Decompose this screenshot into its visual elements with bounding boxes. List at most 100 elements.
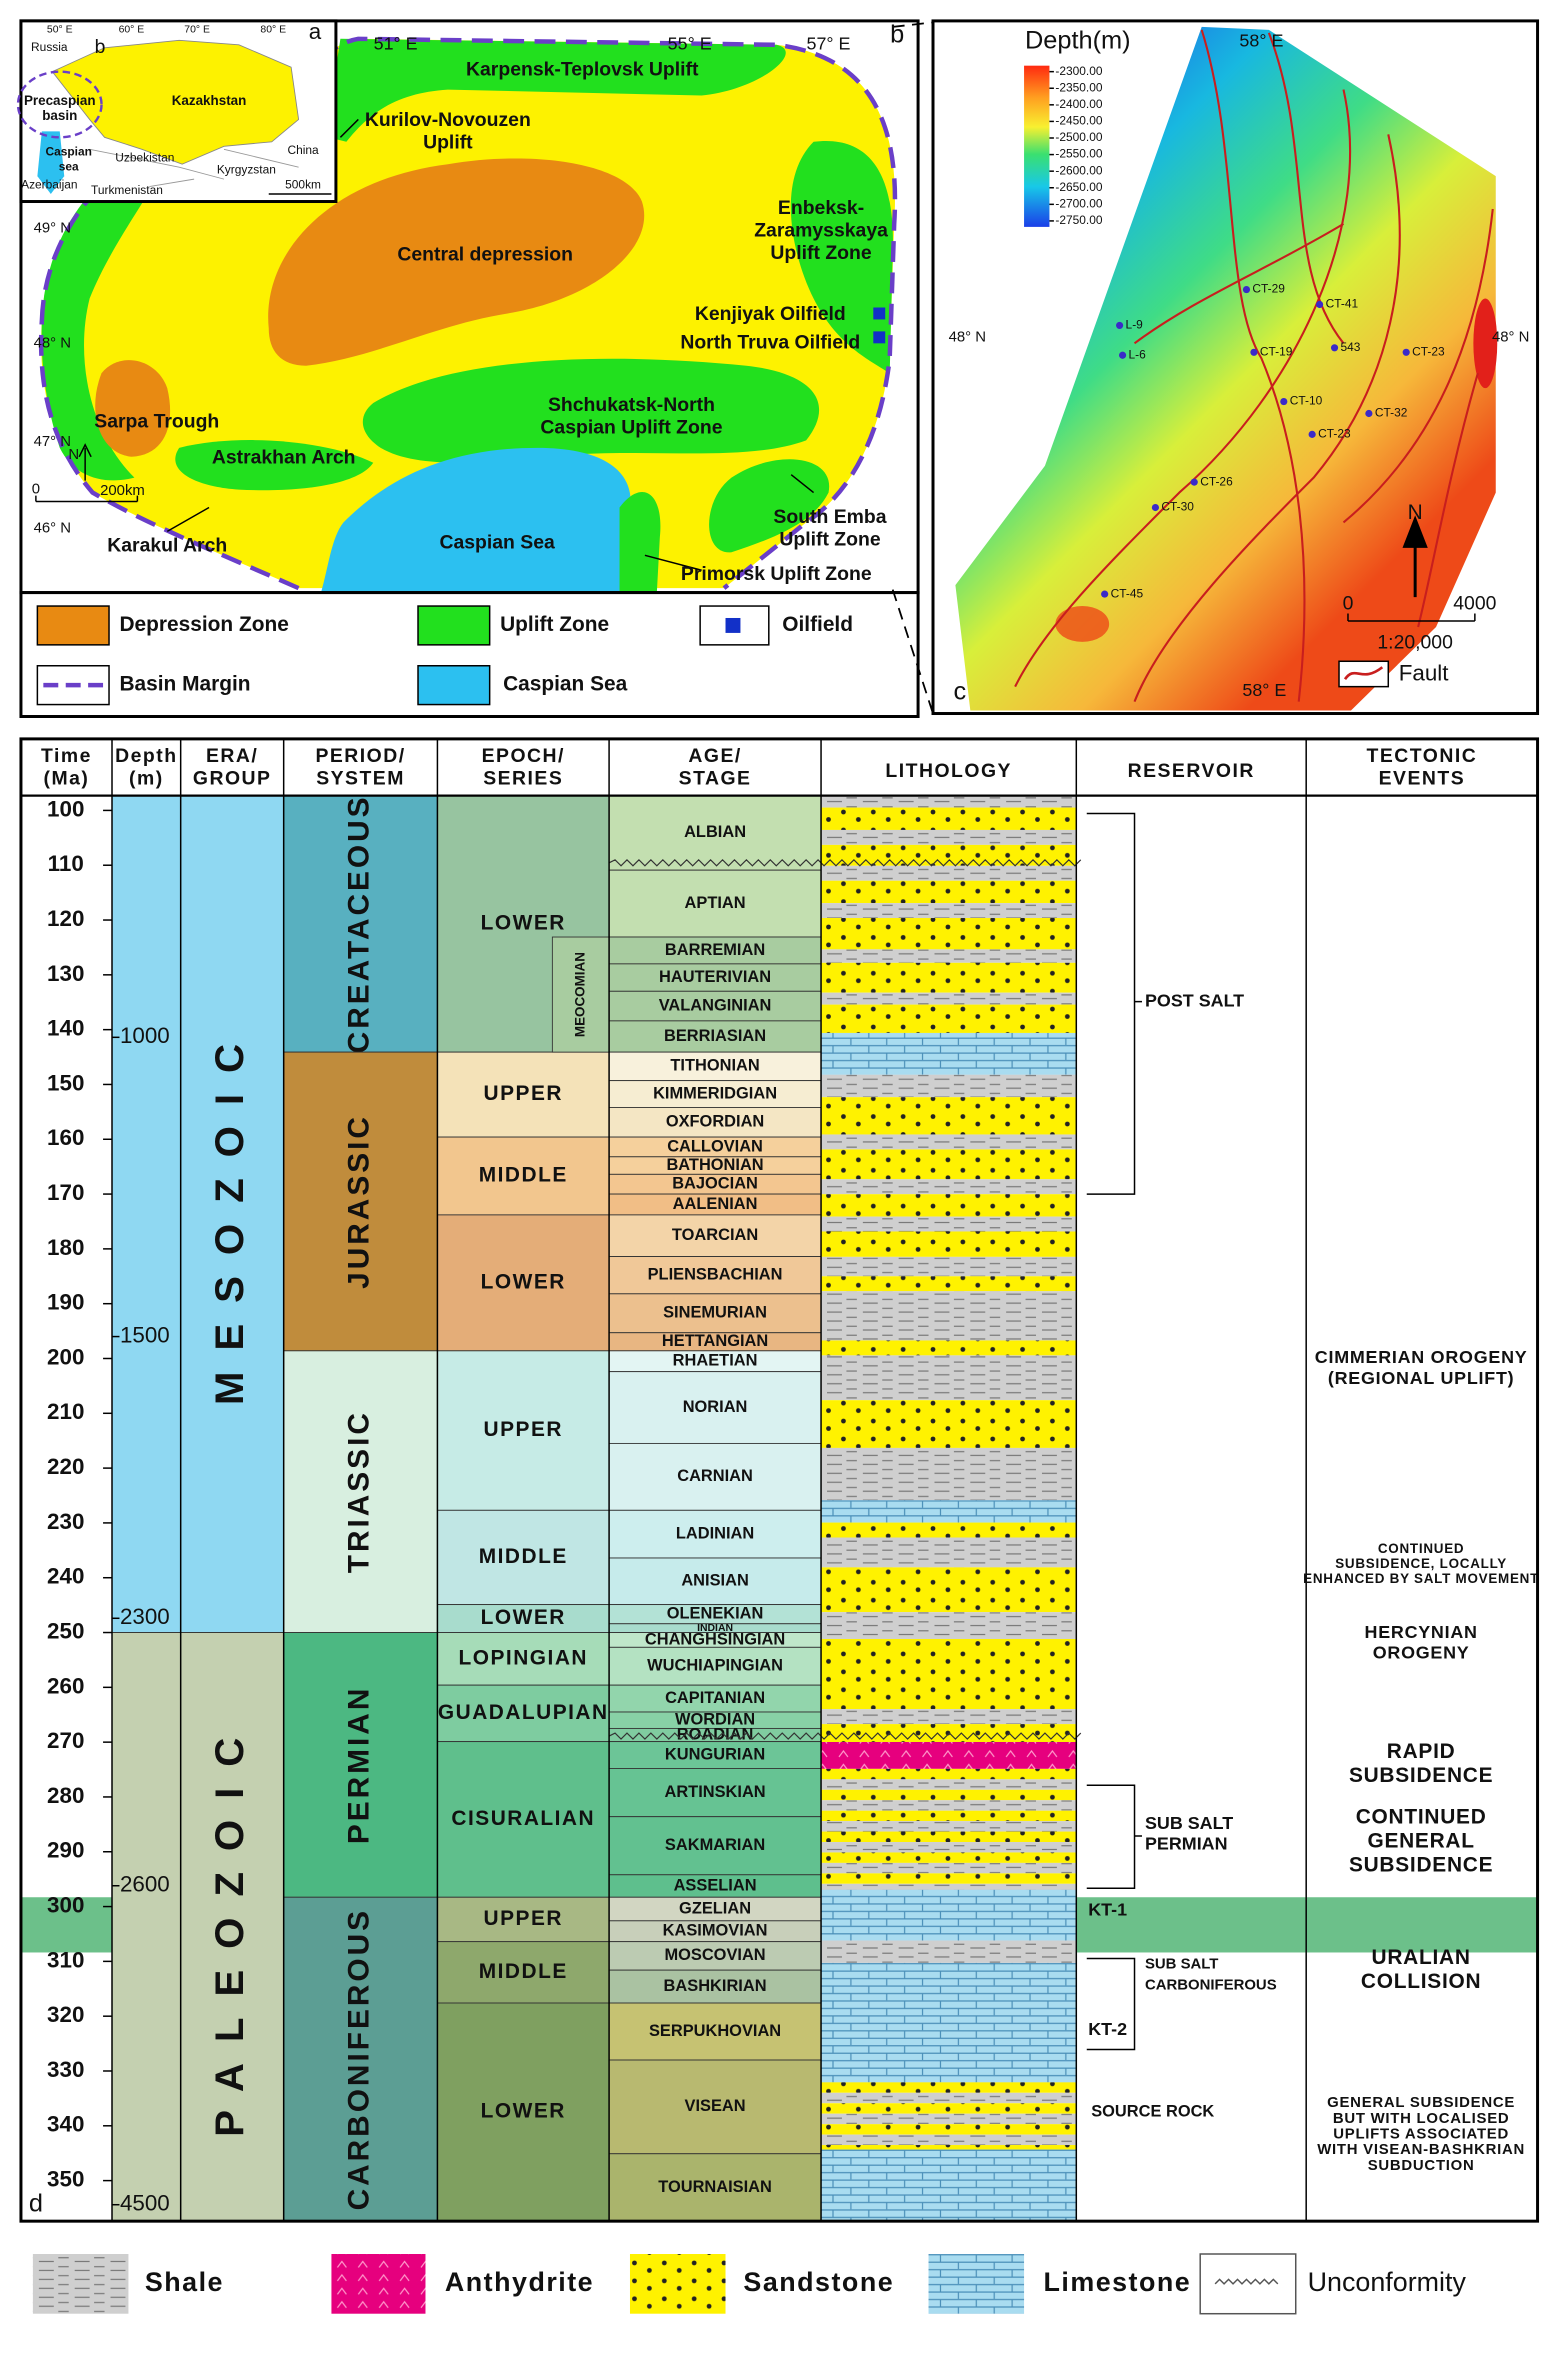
lithology	[821, 1567, 1077, 1613]
tectonic-label: CONTINUED	[1356, 1806, 1487, 1829]
epoch-label: UPPER	[484, 1907, 563, 1930]
frame	[931, 19, 1540, 716]
stage-label: ARTINSKIAN	[664, 1783, 765, 1801]
time-label: 170	[47, 1180, 84, 1205]
time-label: 110	[48, 851, 84, 876]
period-label: PERMIAN	[342, 1686, 375, 1845]
tectonic-label: GENERAL SUBSIDENCE	[1327, 2094, 1515, 2111]
epoch-label: GUADALUPIAN	[438, 1701, 609, 1724]
stage	[608, 1080, 822, 1108]
epoch-label: MIDDLE	[479, 1163, 568, 1186]
lithology	[821, 2134, 1077, 2146]
lithology	[821, 949, 1077, 963]
depression-zone	[95, 360, 171, 457]
header: GROUP	[193, 767, 272, 789]
stage	[608, 2153, 822, 2222]
lithology	[821, 2092, 1077, 2104]
stage-label: PLIENSBACHIAN	[648, 1266, 783, 1284]
reservoir-label: SOURCE ROCK	[1091, 2103, 1214, 2121]
epoch	[436, 1214, 610, 1352]
lithology	[821, 1340, 1077, 1356]
lithology	[821, 1889, 1077, 1941]
borders	[89, 148, 299, 188]
place-label: Uzbekistan	[115, 150, 174, 164]
time-label: 330	[47, 2057, 84, 2082]
lithology	[821, 1231, 1077, 1257]
uplift-zone	[41, 141, 167, 481]
era-label: PALEOZOIC	[207, 1717, 252, 2137]
lithology	[821, 1194, 1077, 1217]
time-label: 130	[47, 961, 84, 986]
stage-label: VALANGINIAN	[659, 996, 772, 1014]
tectonic-label: SUBSIDENCE	[1349, 1764, 1493, 1787]
tectonic-label: (REGIONAL UPLIFT)	[1328, 1368, 1514, 1388]
well	[1308, 430, 1316, 438]
stage-label: WORDIAN	[675, 1711, 755, 1729]
stage	[608, 1941, 822, 1971]
colorbar-label: -2650.00	[1055, 180, 1102, 194]
stage-label: TITHONIAN	[670, 1057, 759, 1075]
colorbar-label: -2500.00	[1055, 130, 1102, 144]
lithology	[821, 1810, 1077, 1822]
frame	[19, 737, 1540, 2223]
well	[1330, 344, 1339, 352]
region-label: Zaramysskaya	[754, 219, 888, 241]
stage	[608, 795, 822, 871]
region-label: Uplift	[423, 131, 473, 153]
legend-label: Oilfield	[782, 613, 853, 636]
lithology	[821, 1032, 1077, 1075]
depth-label: 2600	[120, 1872, 170, 1897]
sea-label: sea	[59, 159, 79, 173]
region-label: Kenjiyak Oilfield	[695, 303, 846, 325]
legend-label: Shale	[145, 2267, 224, 2297]
well	[1118, 351, 1127, 359]
lithology	[821, 1256, 1077, 1277]
stage	[608, 1509, 822, 1559]
leader-lines	[166, 118, 815, 571]
lithology	[821, 1831, 1077, 1843]
well-label: CT-19	[1260, 344, 1293, 358]
connector	[891, 21, 934, 714]
basin-label: basin	[42, 108, 77, 123]
caspian	[37, 131, 65, 195]
region-label: North Truva Oilfield	[680, 331, 860, 353]
well-label: CT-29	[1252, 282, 1285, 296]
tectonic-label: SUBSIDENCE	[1349, 1853, 1493, 1876]
region-label: Caspian Sea	[439, 531, 555, 553]
stage-label: SINEMURIAN	[663, 1304, 767, 1322]
map-c	[933, 20, 1538, 714]
lithology	[821, 1821, 1077, 1832]
time-label: 190	[47, 1290, 84, 1315]
colorbar-label: -2700.00	[1055, 196, 1102, 210]
epoch	[436, 1509, 610, 1606]
stage	[608, 1684, 822, 1713]
stage-label: TOURNAISIAN	[658, 2178, 772, 2196]
well	[1280, 397, 1288, 406]
uplift-zone	[709, 459, 830, 553]
stage-label: BATHONIAN	[666, 1156, 763, 1174]
lithology	[821, 1179, 1077, 1195]
oilfield	[873, 331, 886, 344]
stage	[608, 1741, 822, 1769]
scale-label: 0	[32, 481, 40, 498]
uplift-zone	[328, 38, 786, 142]
stage-label: CHANGHSINGIAN	[645, 1630, 785, 1648]
reservoir-label: KT-1	[1088, 1899, 1127, 1919]
colorbar-title: Depth(m)	[1025, 26, 1131, 54]
north-arrow	[1402, 515, 1428, 598]
time-label: 250	[47, 1618, 84, 1643]
legend-swatch	[331, 2254, 426, 2314]
time-label: 100	[47, 796, 84, 821]
header: ERA/	[206, 745, 258, 767]
reservoir-label: SUB SALT	[1145, 1955, 1218, 1972]
stage-label: ALBIAN	[684, 823, 746, 841]
well	[1250, 348, 1258, 356]
header: PERIOD/	[315, 745, 405, 767]
well	[1151, 503, 1160, 512]
time-label: 260	[47, 1673, 84, 1698]
stage	[608, 1371, 822, 1444]
reservoir-label: CARBONIFEROUS	[1145, 1976, 1277, 1993]
lon-label: 60° E	[119, 25, 145, 36]
lat-label: 48° N	[1492, 328, 1529, 345]
map-b	[20, 20, 919, 593]
